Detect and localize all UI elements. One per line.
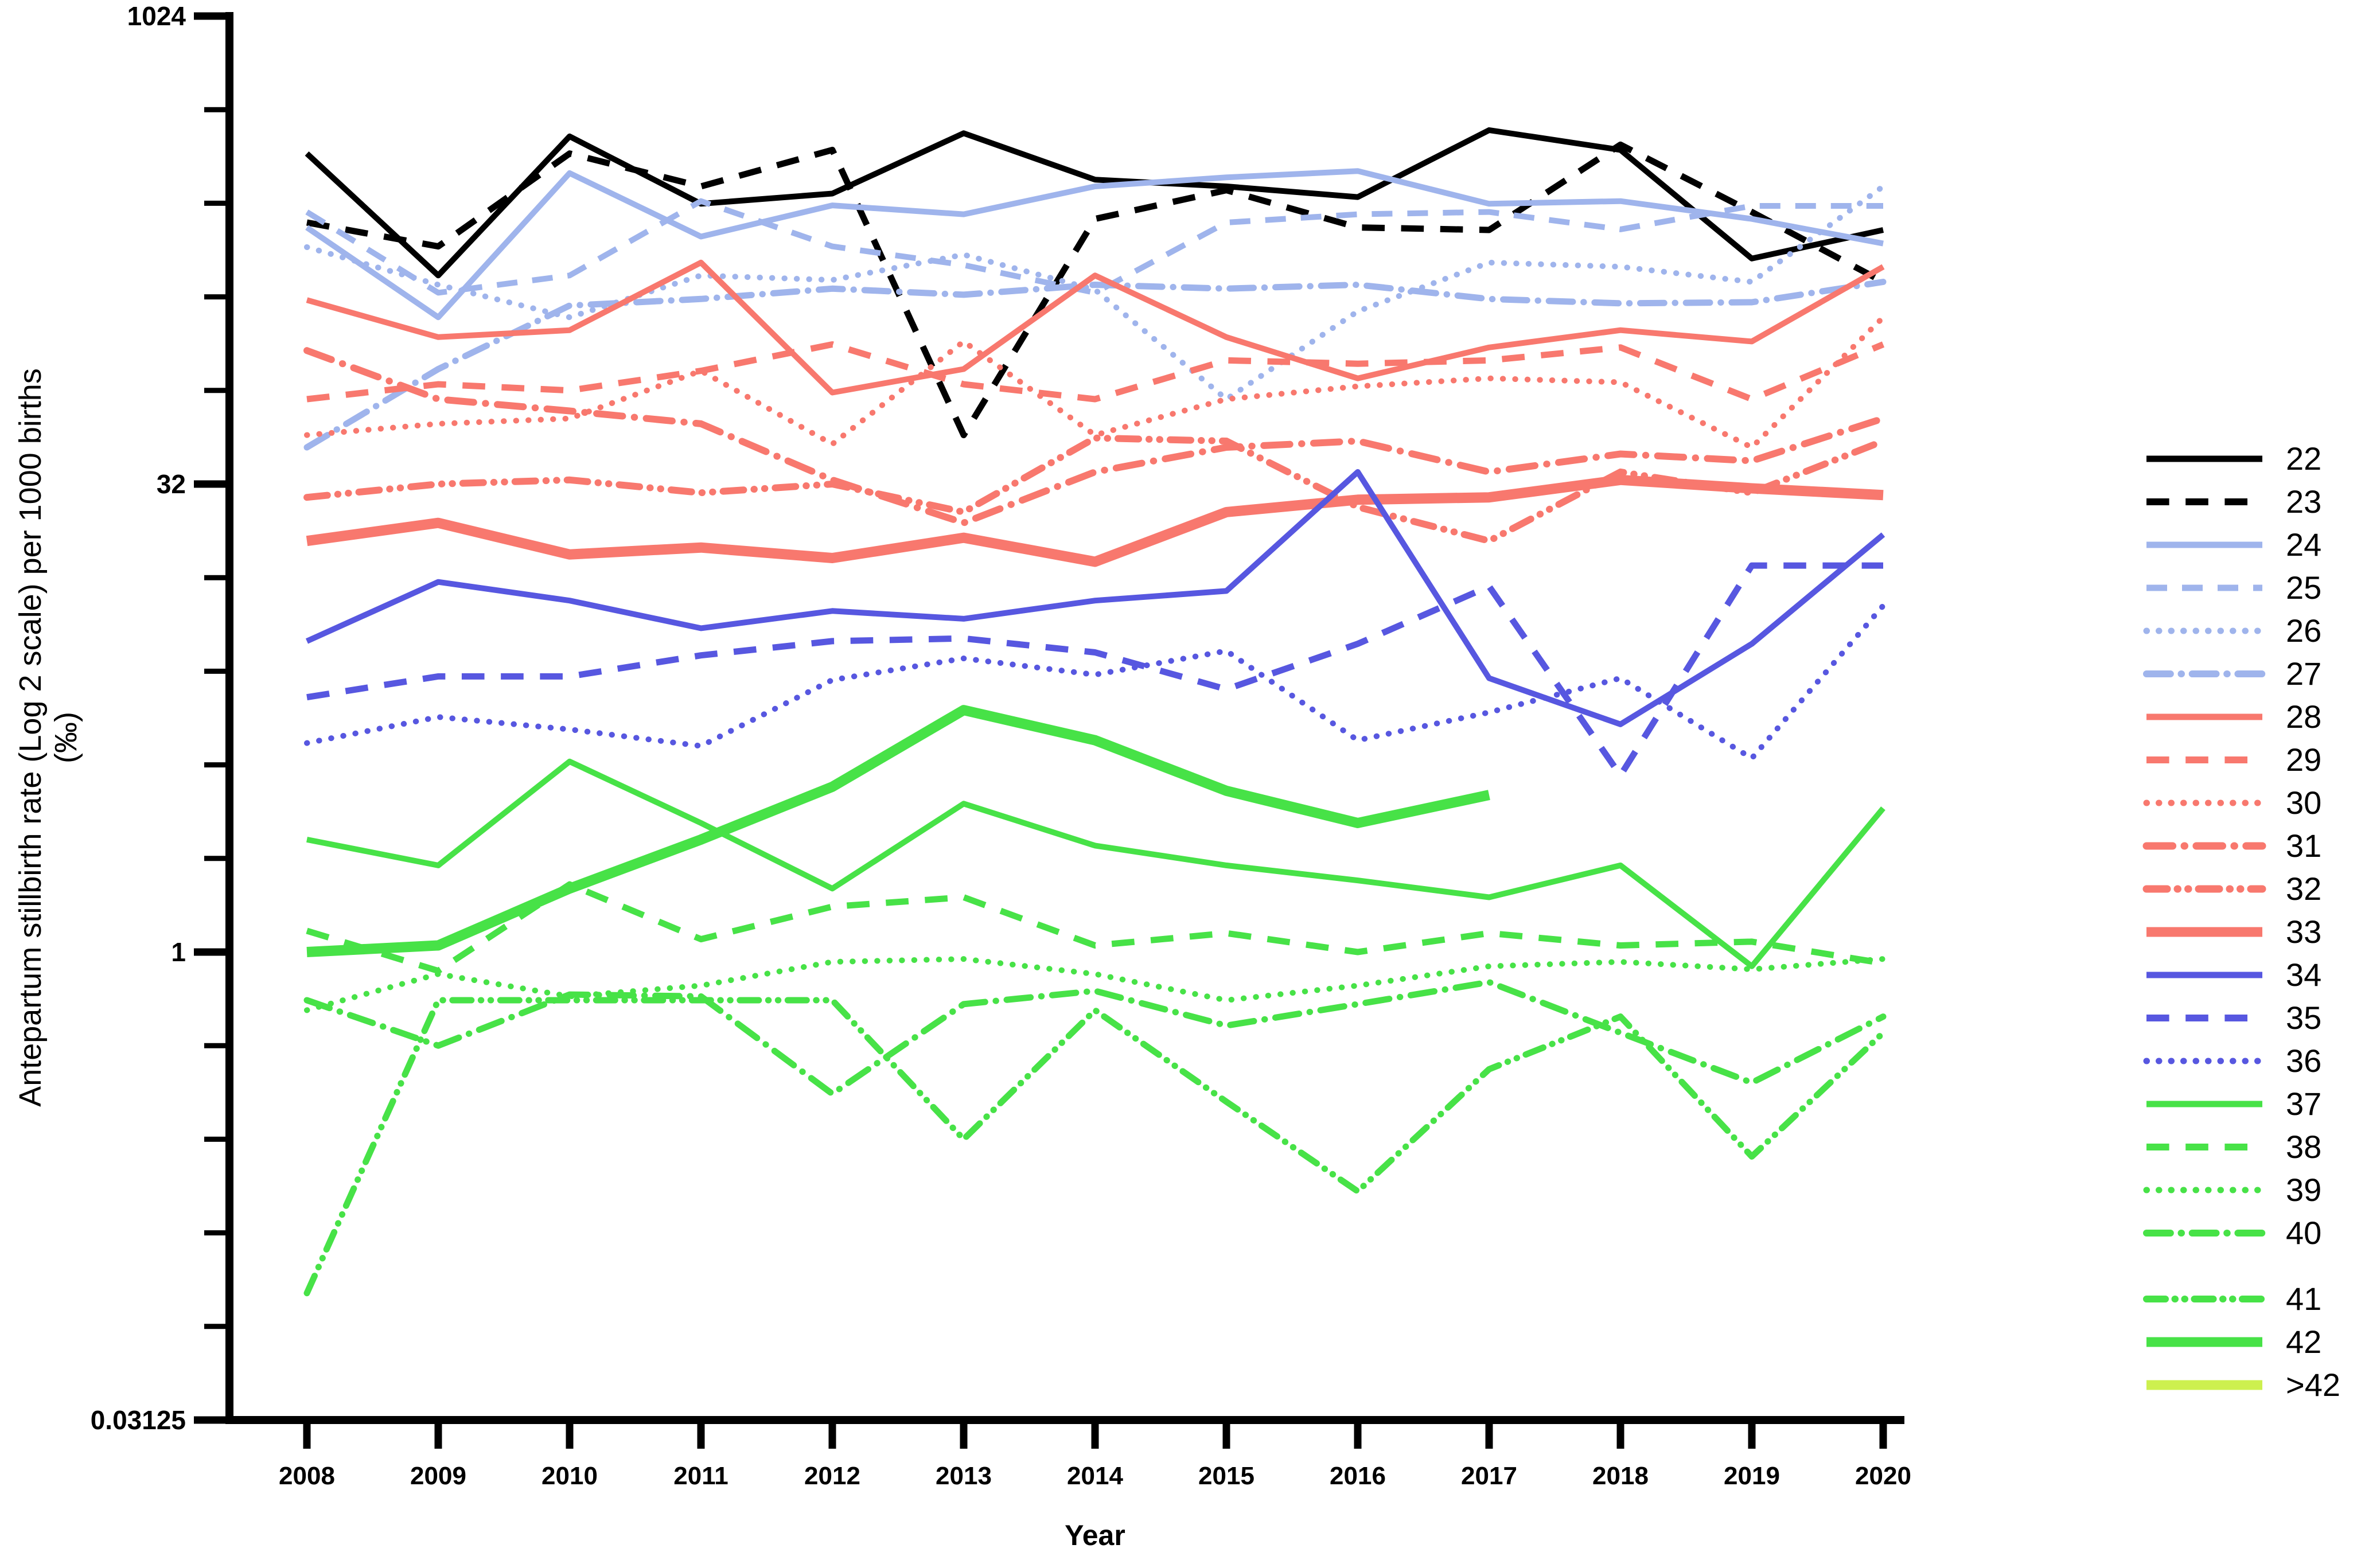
legend-label-27: 27 bbox=[2286, 656, 2321, 692]
series-line-35 bbox=[306, 562, 1883, 779]
y-tick-label: 32 bbox=[157, 469, 186, 499]
x-tick-label: 2013 bbox=[936, 1462, 992, 1490]
legend-label-35: 35 bbox=[2286, 1000, 2321, 1036]
x-tick-label: 2011 bbox=[673, 1462, 728, 1490]
series-line-37 bbox=[306, 758, 1885, 969]
x-tick-label: 2009 bbox=[410, 1462, 466, 1490]
series-line-27 bbox=[303, 279, 1887, 451]
legend-label-30: 30 bbox=[2286, 785, 2321, 821]
x-tick-label: 2018 bbox=[1592, 1462, 1649, 1490]
x-axis-title: Year bbox=[1065, 1519, 1125, 1551]
y-axis-title: Antepartum stillbirth rate (Log 2 scale)… bbox=[13, 368, 83, 1107]
x-tick-label: 2016 bbox=[1330, 1462, 1386, 1490]
x-tick-label: 2020 bbox=[1855, 1462, 1911, 1490]
legend-label-40: 40 bbox=[2286, 1215, 2321, 1251]
x-tick-label: 2012 bbox=[804, 1462, 860, 1490]
y-tick-label: 1024 bbox=[127, 1, 186, 31]
legend-label-26: 26 bbox=[2286, 613, 2321, 649]
legend-label-24: 24 bbox=[2286, 526, 2321, 563]
legend-label-38: 38 bbox=[2286, 1129, 2321, 1165]
x-tick-label: 2008 bbox=[279, 1462, 335, 1490]
series-line-42 bbox=[306, 705, 1490, 957]
legend-label-36: 36 bbox=[2286, 1043, 2321, 1079]
legend-label-37: 37 bbox=[2286, 1086, 2321, 1122]
legend-label-31: 31 bbox=[2286, 828, 2321, 864]
x-tick-label: 2017 bbox=[1461, 1462, 1517, 1490]
series-line-33 bbox=[306, 474, 1884, 567]
y-tick-label: 0.03125 bbox=[91, 1405, 186, 1435]
series-line-24 bbox=[305, 168, 1884, 321]
legend-label-28: 28 bbox=[2286, 699, 2321, 735]
series-line-30 bbox=[304, 314, 1886, 450]
legend-label-41: 41 bbox=[2286, 1281, 2321, 1317]
legend-label-22: 22 bbox=[2286, 440, 2321, 477]
x-tick-label: 2019 bbox=[1724, 1462, 1780, 1490]
series-line-23 bbox=[306, 141, 1885, 439]
series-line-41 bbox=[303, 997, 1887, 1297]
series-line-31 bbox=[303, 347, 1887, 526]
series-line-22 bbox=[305, 127, 1884, 279]
x-tick-label: 2015 bbox=[1198, 1462, 1254, 1490]
legend-label-34: 34 bbox=[2286, 957, 2321, 993]
series-line-26 bbox=[304, 184, 1886, 402]
series-line-25 bbox=[305, 198, 1883, 296]
legend-label-23: 23 bbox=[2286, 483, 2321, 520]
legend-label-39: 39 bbox=[2286, 1172, 2321, 1208]
legend-label-29: 29 bbox=[2286, 742, 2321, 778]
x-tick-label: 2010 bbox=[541, 1462, 598, 1490]
series-line-40 bbox=[303, 979, 1887, 1097]
series-line-28 bbox=[306, 259, 1885, 396]
legend-label-42: 42 bbox=[2286, 1324, 2321, 1360]
y-tick-label: 1 bbox=[171, 937, 186, 967]
legend-label-33: 33 bbox=[2286, 914, 2321, 950]
legend-label-32: 32 bbox=[2286, 871, 2321, 907]
legend-label-25: 25 bbox=[2286, 570, 2321, 606]
x-tick-label: 2014 bbox=[1067, 1462, 1123, 1490]
series-line-34 bbox=[305, 469, 1885, 727]
series-line-32 bbox=[303, 434, 1887, 545]
legend-label->42: >42 bbox=[2286, 1367, 2340, 1403]
series-line-29 bbox=[306, 341, 1885, 403]
